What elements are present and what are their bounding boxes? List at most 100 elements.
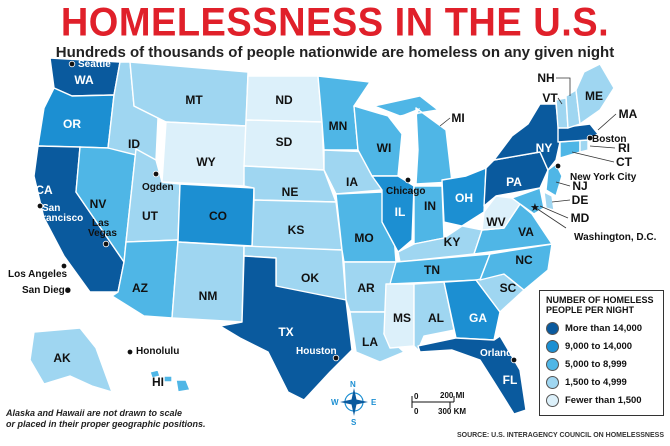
city-san-francisco-line2: Francisco bbox=[36, 213, 83, 224]
label-nm: NM bbox=[199, 289, 218, 303]
state-ak[interactable] bbox=[29, 327, 113, 393]
state-nj[interactable] bbox=[545, 163, 563, 197]
city-dot-los-angeles bbox=[60, 262, 68, 270]
city-las-vegas-line1: Las bbox=[92, 218, 110, 229]
label-va: VA bbox=[518, 225, 534, 239]
legend-item: 5,000 to 8,999 bbox=[546, 355, 657, 373]
city-honolulu: Honolulu bbox=[136, 346, 179, 357]
city-san-francisco-line1: San bbox=[42, 203, 60, 214]
label-il: IL bbox=[395, 205, 406, 219]
city-san-diego: San Diego bbox=[22, 285, 71, 296]
scale-note: Alaska and Hawaii are not drawn to scale… bbox=[6, 408, 246, 430]
state-de[interactable] bbox=[543, 191, 555, 211]
city-dot-houston bbox=[332, 354, 340, 362]
label-nj: NJ bbox=[572, 179, 587, 193]
note-line2: or placed in their proper geographic pos… bbox=[6, 419, 206, 429]
city-dot-seattle bbox=[68, 60, 76, 68]
compass-w: W bbox=[331, 398, 339, 407]
state-me[interactable] bbox=[575, 63, 615, 125]
label-nd: ND bbox=[275, 93, 293, 107]
legend-title-line1: NUMBER OF HOMELESS bbox=[546, 295, 654, 305]
state-hi[interactable] bbox=[149, 369, 191, 393]
legend-item: 1,500 to 4,999 bbox=[546, 373, 657, 391]
label-sd: SD bbox=[276, 135, 293, 149]
label-ar: AR bbox=[357, 281, 375, 295]
label-ks: KS bbox=[288, 223, 305, 237]
label-wy: WY bbox=[196, 155, 215, 169]
legend-swatch bbox=[546, 375, 559, 389]
label-or: OR bbox=[63, 117, 81, 131]
legend-title: NUMBER OF HOMELESS PEOPLE PER NIGHT bbox=[546, 295, 657, 315]
city-seattle: Seattle bbox=[78, 59, 111, 70]
city-dot-ogden bbox=[152, 170, 160, 178]
label-pa: PA bbox=[506, 175, 522, 189]
legend-item: 9,000 to 14,000 bbox=[546, 337, 657, 355]
label-md: MD bbox=[571, 211, 590, 225]
label-mt: MT bbox=[185, 93, 203, 107]
state-fl[interactable] bbox=[417, 335, 527, 415]
scale-km-0: 0 bbox=[414, 407, 419, 416]
label-ma: MA bbox=[619, 107, 638, 121]
label-nv: NV bbox=[90, 197, 107, 211]
state-il[interactable] bbox=[371, 175, 415, 253]
label-mi: MI bbox=[451, 111, 464, 125]
label-me: ME bbox=[585, 89, 603, 103]
label-wa: WA bbox=[74, 73, 94, 87]
city-markers: Seattle San Francisco Los Angeles San Di… bbox=[8, 59, 657, 364]
city-dot-honolulu bbox=[126, 348, 134, 356]
city-houston: Houston bbox=[296, 346, 337, 357]
label-id: ID bbox=[128, 137, 140, 151]
scale-bar: 0 200 MI 0 300 KM bbox=[411, 391, 466, 416]
legend-item: Fewer than 1,500 bbox=[546, 391, 657, 409]
label-ak: AK bbox=[53, 351, 71, 365]
legend-label: Fewer than 1,500 bbox=[565, 394, 642, 406]
state-wy[interactable] bbox=[161, 121, 247, 187]
map-subtitle: Hundreds of thousands of people nationwi… bbox=[55, 44, 615, 61]
city-dot-san-diego bbox=[64, 286, 72, 294]
city-orlando: Orlando bbox=[480, 348, 518, 359]
legend-title-line2: PEOPLE PER NIGHT bbox=[546, 305, 635, 315]
great-lakes bbox=[390, 108, 420, 132]
legend-label: More than 14,000 bbox=[565, 322, 643, 334]
state-ms[interactable] bbox=[383, 283, 415, 349]
state-tx[interactable] bbox=[219, 255, 353, 401]
legend-swatch bbox=[546, 357, 559, 371]
compass-icon: N S E W bbox=[331, 380, 377, 427]
legend-swatch bbox=[546, 321, 559, 335]
scale-mi-200: 200 MI bbox=[440, 391, 464, 400]
city-dot-new-york-city bbox=[554, 162, 562, 170]
city-dot-chicago bbox=[404, 176, 412, 184]
state-ct[interactable] bbox=[559, 139, 581, 159]
label-ne: NE bbox=[282, 185, 299, 199]
legend: NUMBER OF HOMELESS PEOPLE PER NIGHT More… bbox=[539, 290, 664, 416]
scale-km-300: 300 KM bbox=[438, 407, 466, 416]
state-md[interactable] bbox=[511, 187, 545, 215]
label-ms: MS bbox=[393, 311, 411, 325]
label-ky: KY bbox=[444, 235, 461, 249]
city-dot-las-vegas bbox=[102, 240, 110, 248]
state-ri[interactable] bbox=[579, 139, 589, 153]
label-de: DE bbox=[572, 193, 589, 207]
map-title: HOMELESSNESS IN THE U.S. bbox=[60, 0, 610, 46]
legend-label: 5,000 to 8,999 bbox=[565, 358, 627, 370]
state-mi[interactable] bbox=[373, 95, 453, 185]
state-nm[interactable] bbox=[171, 241, 245, 323]
label-la: LA bbox=[362, 335, 378, 349]
label-in: IN bbox=[424, 199, 436, 213]
city-boston: Boston bbox=[592, 134, 626, 145]
city-los-angeles: Los Angeles bbox=[8, 269, 68, 280]
legend-rows: More than 14,000 9,000 to 14,000 5,000 to … bbox=[546, 319, 657, 409]
label-az: AZ bbox=[132, 281, 148, 295]
label-ia: IA bbox=[346, 175, 358, 189]
legend-label: 9,000 to 14,000 bbox=[565, 340, 633, 352]
label-mn: MN bbox=[329, 119, 348, 133]
label-ca: CA bbox=[35, 183, 53, 197]
state-nc[interactable] bbox=[479, 243, 553, 291]
label-ct: CT bbox=[616, 155, 633, 169]
label-tn: TN bbox=[424, 263, 440, 277]
city-dot-boston bbox=[586, 134, 594, 142]
state-ga[interactable] bbox=[443, 279, 501, 341]
label-co: CO bbox=[209, 209, 227, 223]
label-ny: NY bbox=[536, 141, 553, 155]
